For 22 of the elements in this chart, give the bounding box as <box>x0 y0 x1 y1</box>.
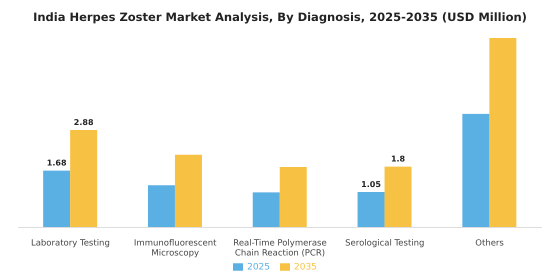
bar <box>43 170 70 228</box>
bar <box>148 185 175 228</box>
x-tick-label: Others <box>475 238 504 249</box>
data-label: 2.88 <box>74 118 94 128</box>
bar <box>280 166 307 228</box>
bar <box>384 166 412 228</box>
x-tick-label: Immunofluorescent Microscopy <box>134 238 218 259</box>
x-tick-label: Laboratory Testing <box>30 238 110 249</box>
bar <box>358 192 385 228</box>
bar <box>489 38 516 228</box>
bar <box>70 130 98 228</box>
legend-label: 2035 <box>294 262 317 272</box>
data-label: 1.68 <box>46 158 67 168</box>
data-label: 1.8 <box>390 154 406 164</box>
bar <box>252 192 280 228</box>
bar <box>462 114 490 228</box>
legend-label: 2025 <box>247 262 270 272</box>
bar <box>174 154 202 228</box>
x-tick-label: Serological Testing <box>345 238 424 249</box>
chart-title: India Herpes Zoster Market Analysis, By Diagnosis, 2025-2035 (USD Million) <box>32 9 528 26</box>
data-label: 1.05 <box>361 180 382 189</box>
x-tick-label: Real-Time Polymerase Chain Reaction (PCR) <box>233 238 327 259</box>
